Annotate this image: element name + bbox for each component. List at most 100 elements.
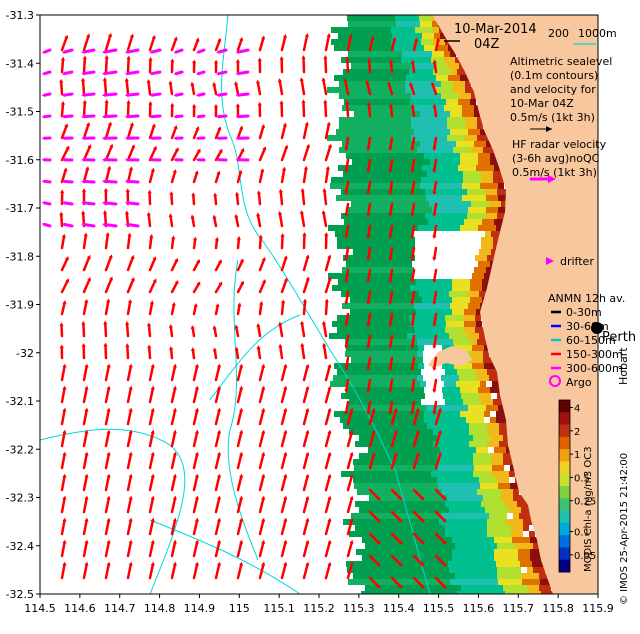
- chl-cell: [341, 393, 347, 399]
- chl-cell: [426, 21, 432, 27]
- velocity-arrow: [216, 307, 218, 314]
- chl-cell: [419, 213, 425, 219]
- chl-cell: [353, 459, 359, 465]
- chl-cell: [418, 345, 424, 351]
- velocity-arrow: [412, 314, 414, 324]
- chl-cell: [385, 441, 391, 447]
- chl-cell: [464, 297, 470, 303]
- chl-cell: [490, 561, 496, 567]
- chl-cell: [354, 465, 360, 471]
- chl-cell: [403, 531, 409, 537]
- chl-cell: [503, 507, 509, 513]
- chl-cell: [471, 201, 477, 207]
- chl-cell: [352, 45, 358, 51]
- chl-cell: [459, 123, 465, 129]
- chl-cell: [484, 225, 490, 231]
- chl-cell: [374, 165, 380, 171]
- chl-cell: [407, 15, 413, 21]
- chl-cell: [381, 63, 387, 69]
- chl-cell: [403, 171, 409, 177]
- chl-cell: [420, 483, 426, 489]
- chl-cell: [402, 483, 408, 489]
- chl-cell: [476, 555, 482, 561]
- chl-cell: [417, 117, 423, 123]
- y-tick-label: -32.3: [6, 492, 34, 505]
- chl-cell: [407, 573, 413, 579]
- chl-cell: [506, 537, 512, 543]
- chl-cell: [397, 525, 403, 531]
- chl-cell: [383, 213, 389, 219]
- chl-cell: [491, 573, 497, 579]
- velocity-arrow: [391, 63, 392, 72]
- velocity-arrow: [368, 314, 370, 324]
- chl-cell: [418, 153, 424, 159]
- chl-cell: [389, 471, 395, 477]
- chl-cell: [364, 561, 370, 567]
- chl-cell: [357, 375, 363, 381]
- chl-cell: [362, 99, 368, 105]
- chl-cell: [485, 453, 491, 459]
- colorbar-segment: [559, 400, 570, 413]
- chl-cell: [423, 117, 429, 123]
- velocity-arrow: [346, 182, 348, 192]
- chl-cell: [384, 207, 390, 213]
- chl-cell: [461, 477, 467, 483]
- chl-cell: [356, 549, 362, 555]
- chl-cell: [427, 27, 433, 33]
- chl-cell: [350, 219, 356, 225]
- chl-cell: [434, 219, 440, 225]
- chl-cell: [464, 279, 470, 285]
- chl-cell: [443, 507, 449, 513]
- chl-cell: [444, 207, 450, 213]
- chl-cell: [372, 267, 378, 273]
- chl-cell: [456, 303, 462, 309]
- chl-cell: [448, 153, 454, 159]
- chl-cell: [394, 363, 400, 369]
- chl-cell: [352, 261, 358, 267]
- chl-cell: [379, 429, 385, 435]
- chl-cell: [360, 51, 366, 57]
- chl-cell: [445, 429, 451, 435]
- chl-cell: [495, 201, 501, 207]
- velocity-arrow: [303, 103, 304, 116]
- velocity-arrow: [105, 224, 116, 226]
- chl-cell: [484, 561, 490, 567]
- chl-cell: [403, 237, 409, 243]
- chl-cell: [475, 369, 481, 375]
- chl-cell: [420, 105, 426, 111]
- chl-cell: [481, 531, 487, 537]
- chl-cell: [450, 207, 456, 213]
- chl-cell: [399, 201, 405, 207]
- depth-200-label: 200: [548, 27, 569, 40]
- chl-cell: [503, 453, 509, 459]
- chl-cell: [486, 579, 492, 585]
- chl-cell: [498, 195, 504, 201]
- chl-cell: [398, 219, 404, 225]
- chl-cell: [455, 471, 461, 477]
- chl-cell: [413, 471, 419, 477]
- chl-cell: [459, 513, 465, 519]
- chl-cell: [342, 129, 348, 135]
- velocity-arrow: [219, 50, 226, 52]
- chl-cell: [449, 459, 455, 465]
- chl-cell: [383, 231, 389, 237]
- chl-cell: [462, 207, 468, 213]
- chl-cell: [366, 483, 372, 489]
- chl-cell: [402, 195, 408, 201]
- chl-cell: [424, 411, 430, 417]
- chl-cell: [334, 273, 340, 279]
- chl-cell: [418, 417, 424, 423]
- chl-cell: [355, 315, 361, 321]
- chl-cell: [438, 105, 444, 111]
- chl-cell: [493, 423, 499, 429]
- chl-cell: [423, 123, 429, 129]
- chl-cell: [399, 93, 405, 99]
- chl-cell: [450, 405, 456, 411]
- x-tick-label: 115.4: [383, 602, 415, 615]
- chl-cell: [429, 135, 435, 141]
- chl-cell: [470, 555, 476, 561]
- chl-cell: [348, 51, 354, 57]
- chl-cell: [410, 549, 416, 555]
- chl-cell: [403, 315, 409, 321]
- chl-cell: [364, 75, 370, 81]
